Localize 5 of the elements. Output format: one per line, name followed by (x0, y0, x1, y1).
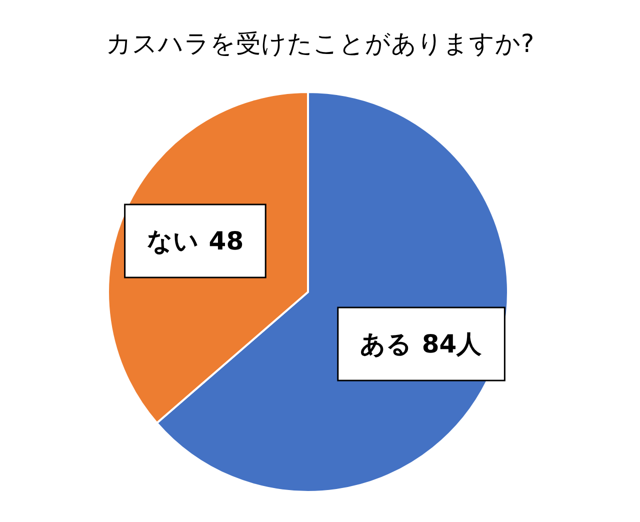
slice-label: ある (360, 330, 412, 359)
data-label: 48 (208, 226, 244, 256)
slice-label: ない (146, 226, 199, 256)
data-label: 84人 (422, 330, 483, 359)
chart-title: カスハラを受けたことがありますか? (106, 29, 534, 58)
